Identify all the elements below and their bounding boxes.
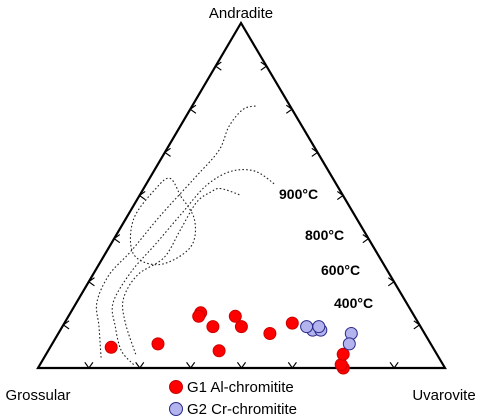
legend-label-g1: G1 Al-chromitite	[187, 379, 294, 396]
legend-marker-g1	[169, 380, 183, 394]
vertex-label-top: Andradite	[209, 5, 273, 22]
data-point-g2-3	[312, 320, 326, 334]
isotherm-label-900: 900°C	[279, 186, 318, 202]
isotherm-line-1	[121, 187, 242, 355]
data-point-g1-4	[206, 320, 220, 334]
isotherm-label-600: 600°C	[321, 262, 360, 278]
data-point-g1-2	[234, 320, 248, 334]
data-point-g2-5	[342, 337, 356, 351]
data-point-g1-12	[104, 340, 118, 354]
isotherm-line-3	[95, 105, 258, 358]
ternary-frame	[36, 20, 447, 370]
data-point-g2-4	[344, 327, 358, 340]
data-point-g1-10	[334, 358, 348, 372]
isotherm-label-800: 800°C	[305, 227, 344, 243]
legend-label-g2: G2 Cr-chromitite	[187, 401, 297, 418]
data-point-g1-5	[212, 344, 226, 358]
data-point-g1-7	[263, 327, 277, 340]
data-point-g1-1	[228, 309, 242, 323]
data-point-g1-3	[192, 309, 206, 323]
data-point-g1-8	[285, 316, 299, 330]
isotherm-lines	[95, 105, 277, 365]
vertex-label-right: Uvarovite	[412, 387, 475, 404]
isotherm-label-400: 400°C	[334, 295, 373, 311]
data-point-g1-11	[336, 347, 350, 361]
data-point-g2-1	[300, 320, 314, 334]
legend: G1 Al-chromitite G2 Cr-chromitite	[169, 379, 297, 418]
isotherm-line-0	[129, 177, 197, 266]
isotherm-line-2	[111, 169, 277, 365]
data-point-g1-6	[151, 337, 165, 351]
data-points	[104, 306, 358, 375]
vertex-label-left: Grossular	[5, 387, 70, 404]
legend-marker-g2	[169, 402, 183, 416]
